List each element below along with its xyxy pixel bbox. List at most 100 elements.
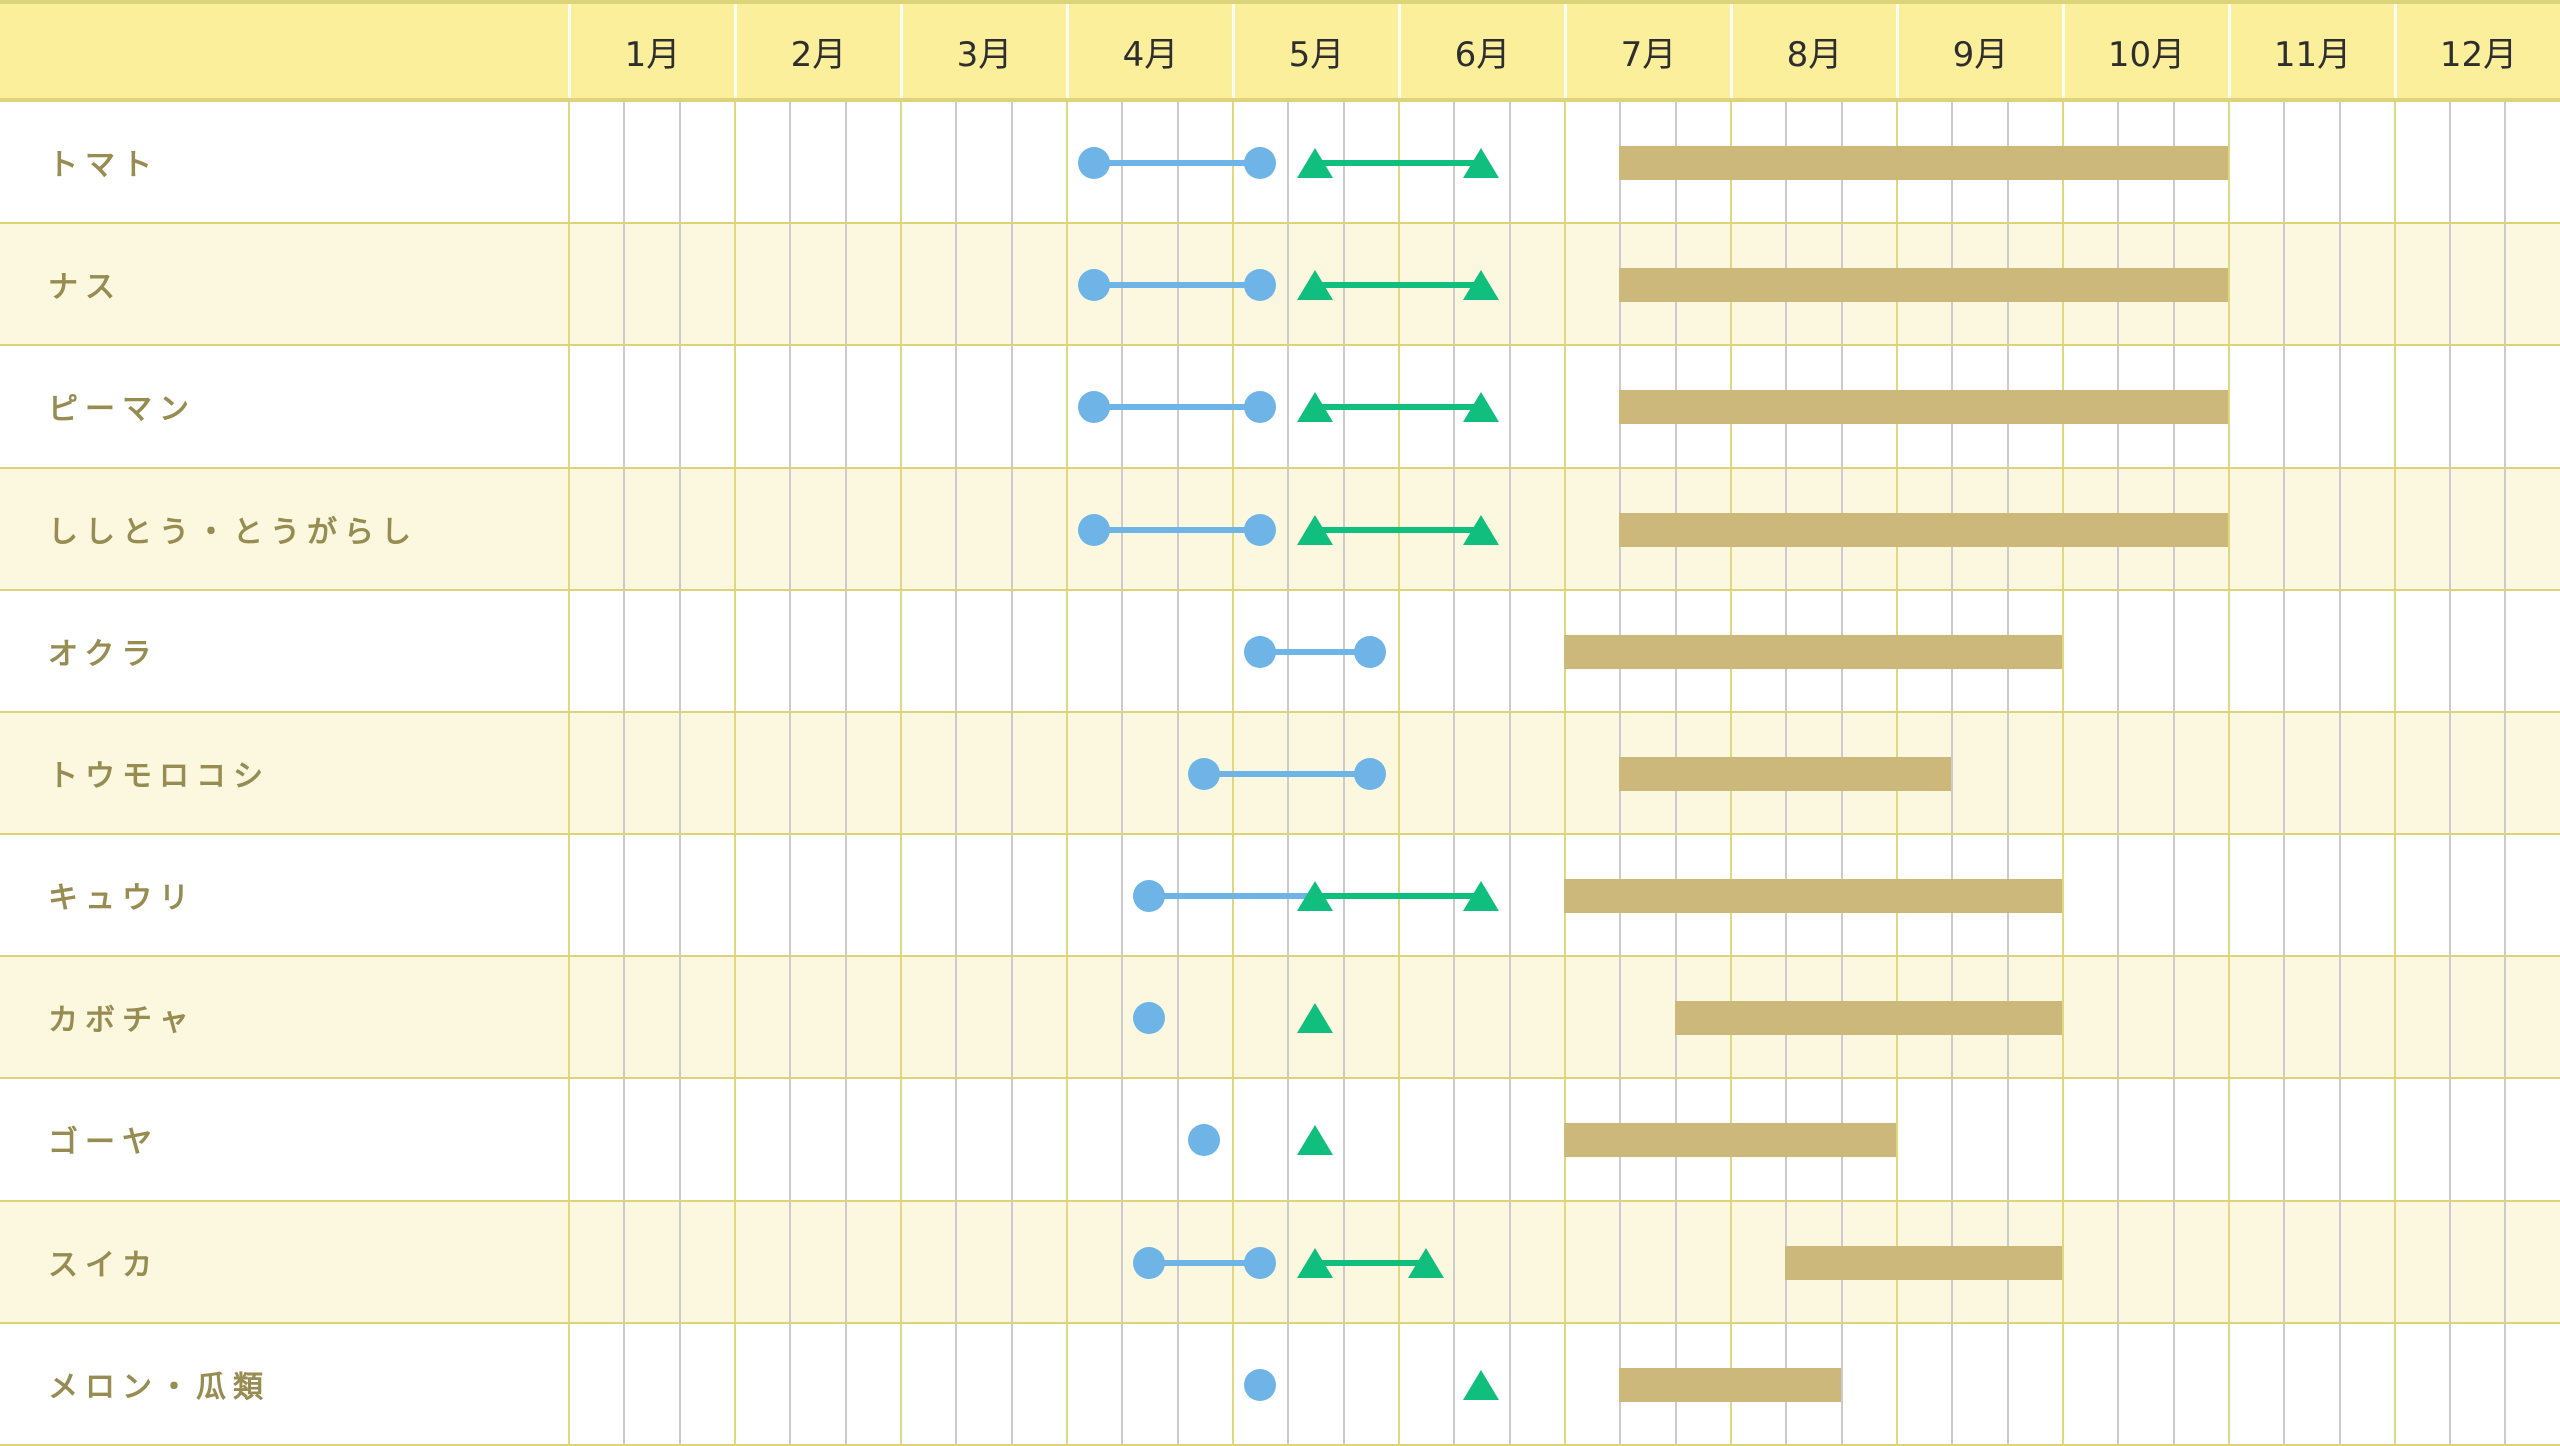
grid-cell: [2504, 102, 2559, 223]
grid-cell: [1065, 1201, 1121, 1322]
grid-cell: [2504, 468, 2559, 589]
grid-cell: [1010, 957, 1066, 1078]
grid-cell: [899, 468, 955, 589]
planting-marker-triangle: [1297, 1125, 1333, 1156]
grid-cell: [1231, 1079, 1287, 1200]
grid-cell: [899, 590, 955, 711]
grid-cell: [1121, 1079, 1176, 1200]
grid-cell: [2006, 1079, 2062, 1200]
grid-cell: [1342, 957, 1398, 1078]
sowing-line: [1093, 160, 1260, 167]
grid-cell: [2283, 712, 2338, 834]
grid-cell: [2449, 590, 2504, 711]
grid-cell: [1397, 1323, 1453, 1444]
grid-cell: [1563, 346, 1619, 467]
planting-marker-triangle: [1463, 1369, 1499, 1400]
crop-label: オクラ: [48, 636, 159, 672]
grid-cell: [1619, 1201, 1674, 1322]
grid-cell: [1010, 468, 1066, 589]
grid-cell: [1121, 957, 1176, 1078]
grid-cell: [2061, 1201, 2117, 1322]
grid-cell: [955, 468, 1010, 589]
planting-line: [1315, 893, 1481, 900]
grid-cell: [2338, 1201, 2394, 1322]
sowing-marker-circle: [1354, 757, 1387, 790]
harvest-bar: [1619, 1367, 1841, 1402]
row-markers: [0, 1202, 2560, 1322]
grid-cell: [623, 102, 678, 223]
grid-cell: [2227, 102, 2283, 223]
sowing-marker-circle: [1133, 880, 1165, 913]
grid-cell: [2227, 835, 2283, 956]
grid-cell: [2504, 957, 2559, 1078]
harvest-bar: [1564, 634, 2062, 669]
grid-cell: [1121, 1323, 1176, 1444]
sowing-line: [1093, 404, 1260, 411]
grid-cell: [2227, 224, 2283, 345]
grid-cell: [623, 957, 678, 1078]
row-markers: [0, 713, 2560, 833]
grid-cell: [1010, 835, 1066, 956]
month-header: 8月: [1730, 4, 1896, 98]
grid-cell: [623, 1201, 678, 1322]
grid-cell: [678, 346, 734, 467]
sowing-line: [1204, 770, 1371, 777]
grid-cell: [844, 102, 900, 223]
grid-cell: [1231, 590, 1287, 711]
crop-label: ピーマン: [48, 392, 196, 428]
harvest-bar: [1564, 1123, 1896, 1158]
grid-cell: [623, 712, 678, 834]
grid-cell: [2338, 224, 2394, 345]
grid-cell: [789, 1323, 844, 1444]
sowing-line: [1093, 282, 1260, 289]
grid-cell: [1065, 1323, 1121, 1444]
grid-cell: [2504, 1323, 2559, 1444]
grid-cell: [568, 224, 623, 345]
grid-cell: [2504, 346, 2559, 467]
grid-cell: [2393, 1079, 2449, 1200]
grid-cell: [2061, 712, 2117, 834]
grid-cell: [1287, 1323, 1342, 1444]
planting-marker-triangle: [1407, 1247, 1444, 1278]
grid-cell: [1895, 1323, 1951, 1444]
crop-label: ゴーヤ: [48, 1125, 159, 1161]
grid-cell: [1508, 102, 1564, 223]
grid-cell: [844, 224, 900, 345]
planting-line: [1315, 282, 1481, 289]
grid-cell: [2449, 1201, 2504, 1322]
grid-cell: [1065, 102, 1121, 223]
grid-cell: [1065, 835, 1121, 956]
grid-cell: [2449, 957, 2504, 1078]
grid-cell: [1508, 468, 1564, 589]
grid-cell: [623, 468, 678, 589]
grid-cell: [1453, 1079, 1508, 1200]
grid-cell: [2172, 1201, 2228, 1322]
grid-cell: [789, 835, 844, 956]
sowing-marker-circle: [1243, 269, 1276, 302]
grid-cell: [733, 590, 789, 711]
grid-cell: [568, 1323, 623, 1444]
grid-cell: [678, 102, 734, 223]
grid-cell: [844, 468, 900, 589]
sowing-marker-circle: [1077, 269, 1110, 302]
grid-cell: [1287, 468, 1342, 589]
grid-cell: [955, 102, 1010, 223]
crop-label: カボチャ: [48, 1003, 196, 1039]
crop-row: ピーマン: [0, 346, 2560, 469]
grid-cell: [2283, 468, 2338, 589]
planting-marker-triangle: [1297, 1003, 1333, 1034]
grid-cell: [733, 346, 789, 467]
grid-cell: [2283, 835, 2338, 956]
grid-cell: [955, 835, 1010, 956]
grid-cell: [2227, 468, 2283, 589]
grid-cell: [1176, 712, 1232, 834]
grid-cell: [844, 1323, 900, 1444]
row-markers: [0, 1079, 2560, 1199]
grid-cell: [568, 102, 623, 223]
grid-cell: [899, 1201, 955, 1322]
grid-cell: [844, 590, 900, 711]
row-markers: [0, 224, 2560, 344]
grid-cell: [1508, 346, 1564, 467]
grid-cell: [2338, 835, 2394, 956]
